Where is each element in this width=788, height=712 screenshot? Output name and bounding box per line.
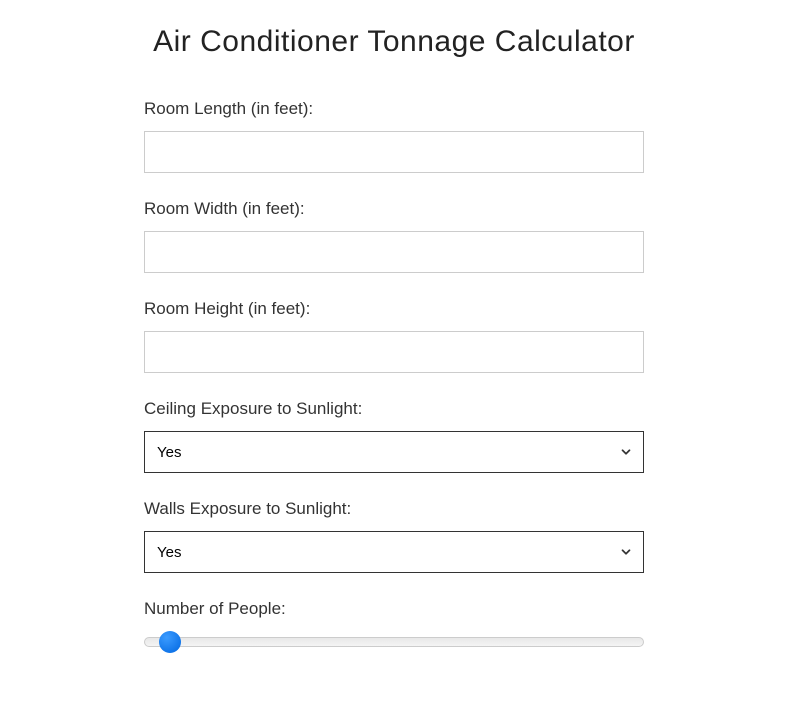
room-height-field: Room Height (in feet): bbox=[144, 299, 644, 373]
page-title: Air Conditioner Tonnage Calculator bbox=[40, 25, 748, 59]
room-height-label: Room Height (in feet): bbox=[144, 299, 644, 319]
calculator-form: Room Length (in feet): Room Width (in fe… bbox=[144, 99, 644, 652]
room-width-label: Room Width (in feet): bbox=[144, 199, 644, 219]
room-length-label: Room Length (in feet): bbox=[144, 99, 644, 119]
room-width-input[interactable] bbox=[144, 231, 644, 273]
room-length-input[interactable] bbox=[144, 131, 644, 173]
ceiling-exposure-field: Ceiling Exposure to Sunlight: Yes No bbox=[144, 399, 644, 473]
num-people-label: Number of People: bbox=[144, 599, 644, 619]
walls-exposure-select[interactable]: Yes No bbox=[144, 531, 644, 573]
ceiling-exposure-select[interactable]: Yes No bbox=[144, 431, 644, 473]
walls-exposure-field: Walls Exposure to Sunlight: Yes No bbox=[144, 499, 644, 573]
num-people-field: Number of People: bbox=[144, 599, 644, 652]
calculator-container: Air Conditioner Tonnage Calculator Room … bbox=[0, 0, 788, 652]
ceiling-exposure-label: Ceiling Exposure to Sunlight: bbox=[144, 399, 644, 419]
room-height-input[interactable] bbox=[144, 331, 644, 373]
walls-exposure-label: Walls Exposure to Sunlight: bbox=[144, 499, 644, 519]
num-people-slider[interactable] bbox=[144, 637, 644, 647]
room-width-field: Room Width (in feet): bbox=[144, 199, 644, 273]
room-length-field: Room Length (in feet): bbox=[144, 99, 644, 173]
